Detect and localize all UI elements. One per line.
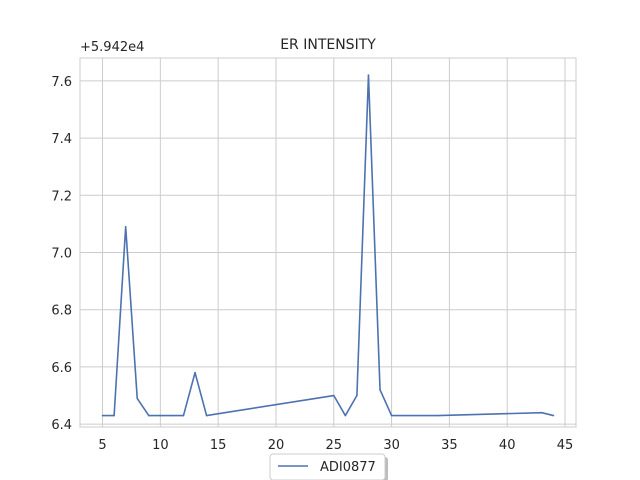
data-point (367, 74, 370, 76)
y-tick-label: 6.4 (51, 418, 72, 433)
data-point (113, 414, 115, 417)
y-tick-label: 7.0 (51, 247, 72, 262)
data-point (379, 389, 381, 391)
data-point (541, 411, 543, 414)
data-point (332, 394, 335, 397)
data-point (437, 414, 439, 417)
data-point (124, 225, 127, 228)
data-point (390, 414, 393, 417)
data-point (171, 414, 173, 417)
data-point (159, 414, 162, 417)
x-tick-label: 20 (268, 438, 285, 453)
x-tick-label: 45 (557, 438, 574, 453)
data-point (136, 397, 139, 400)
x-tick-label: 35 (441, 438, 458, 453)
data-point (205, 414, 208, 417)
x-tick-label: 5 (98, 438, 106, 453)
legend-label: ADI0877 (320, 460, 376, 475)
y-tick-label: 7.6 (51, 75, 72, 90)
data-point (356, 394, 358, 397)
data-point (344, 414, 347, 417)
data-point (552, 414, 555, 417)
chart-title: ER INTENSITY (280, 37, 376, 53)
legend-box (269, 453, 386, 480)
series-layer (101, 74, 555, 417)
x-tick-label: 10 (152, 438, 169, 453)
data-point (101, 414, 104, 417)
plot-area (79, 57, 577, 428)
y-tick-label: 6.8 (51, 304, 72, 319)
y-tick-label: 7.4 (51, 132, 72, 147)
data-point (147, 414, 150, 417)
x-tick-label: 40 (499, 438, 516, 453)
y-axis-ticks: 6.4 6.6 6.8 7.0 7.2 7.4 7.6 (51, 75, 72, 433)
y-tick-label: 7.2 (51, 189, 72, 204)
y-tick-label: 6.6 (51, 361, 72, 376)
y-offset-label: +5.942e4 (80, 40, 144, 55)
grid-lines (80, 58, 576, 427)
legend: ADI0877 (269, 453, 388, 480)
x-tick-label: 30 (383, 438, 400, 453)
x-tick-label: 25 (326, 438, 343, 453)
x-axis-ticks: 5 10 15 20 25 30 35 40 45 (98, 438, 573, 453)
data-point (194, 371, 196, 374)
data-point (182, 414, 185, 417)
x-tick-label: 15 (210, 438, 227, 453)
